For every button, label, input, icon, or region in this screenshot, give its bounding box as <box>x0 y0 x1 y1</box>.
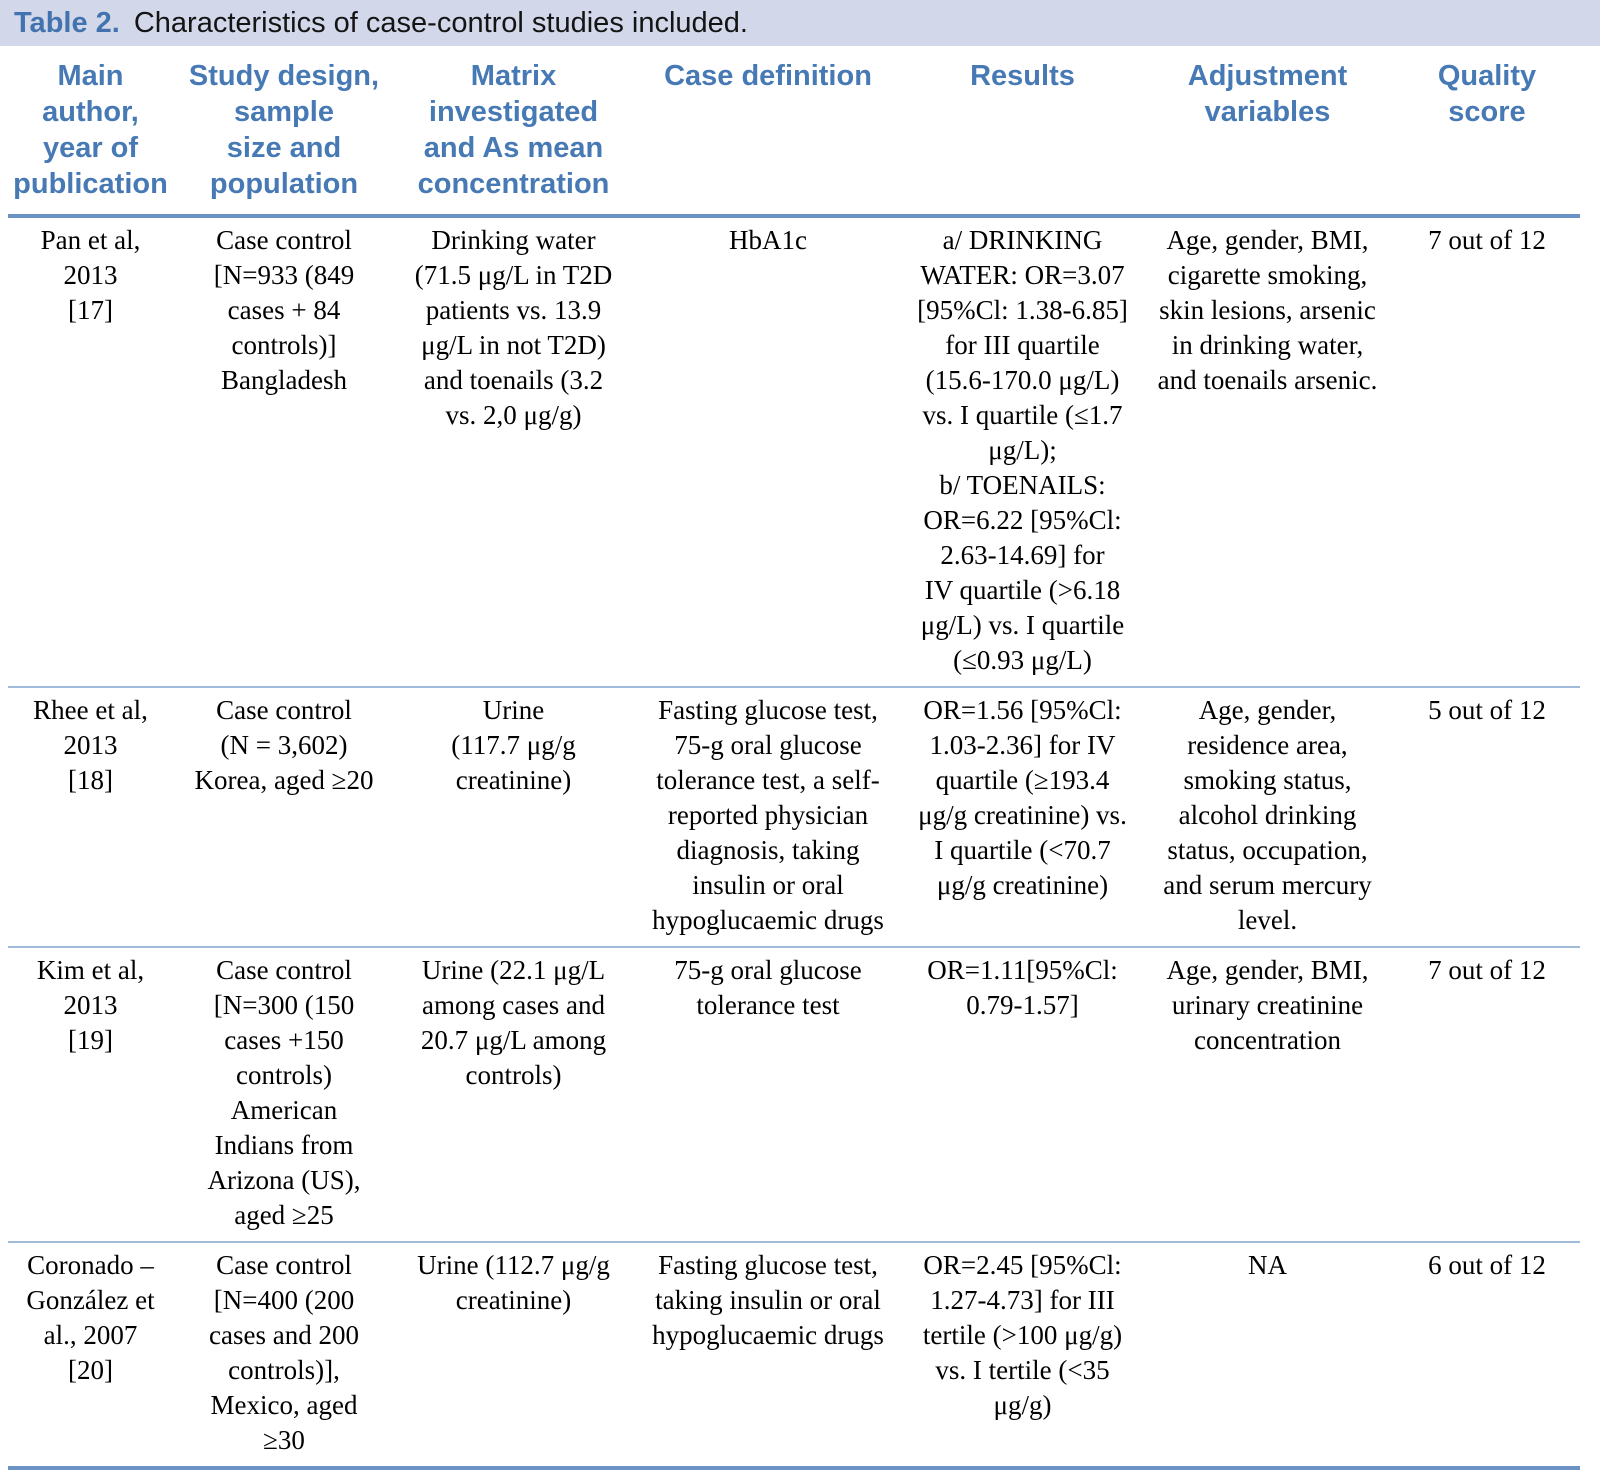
col-header-matrix: Matrix investigated and As mean concentr… <box>417 60 610 200</box>
results-cell: OR=1.11[95%Cl: 0.79-1.57] <box>927 955 1118 1020</box>
case-definition-cell: HbA1c <box>729 225 807 255</box>
col-header-case-definition: Case definition <box>664 60 872 92</box>
matrix-cell: Urine (117.7 μg/g creatinine) <box>451 695 576 795</box>
design-cell: Case control [N=933 (849 cases + 84 cont… <box>213 225 355 395</box>
adjustment-cell: NA <box>1248 1250 1287 1280</box>
matrix-cell: Urine (22.1 μg/L among cases and 20.7 μg… <box>420 955 607 1090</box>
author-cell: Rhee et al, 2013 [18] <box>33 695 148 795</box>
results-cell: OR=1.56 [95%Cl: 1.03-2.36] for IV quarti… <box>918 695 1127 900</box>
design-cell: Case control (N = 3,602) Korea, aged ≥20 <box>194 695 374 795</box>
quality-score-cell: 6 out of 12 <box>1428 1250 1546 1280</box>
adjustment-cell: Age, gender, BMI, cigarette smoking, ski… <box>1157 225 1378 395</box>
adjustment-cell: Age, gender, BMI, urinary creatinine con… <box>1166 955 1369 1055</box>
case-definition-cell: Fasting glucose test, taking insulin or … <box>652 1250 884 1350</box>
table-row: Rhee et al, 2013 [18] Case control (N = … <box>8 688 1580 948</box>
design-cell: Case control [N=400 (200 cases and 200 c… <box>209 1250 359 1455</box>
table-row: Pan et al, 2013 [17] Case control [N=933… <box>8 218 1580 688</box>
author-cell: Kim et al, 2013 [19] <box>36 955 145 1055</box>
author-cell: Pan et al, 2013 [17] <box>40 225 141 325</box>
table-row: Coronado – González et al., 2007 [20] Ca… <box>8 1243 1580 1470</box>
case-definition-cell: Fasting glucose test, 75-g oral glucose … <box>652 695 884 935</box>
table-caption: Table 2. Characteristics of case-control… <box>0 0 1600 46</box>
design-cell: Case control [N=300 (150 cases +150 cont… <box>207 955 361 1230</box>
results-cell: a/ DRINKING WATER: OR=3.07 [95%Cl: 1.38-… <box>917 225 1128 675</box>
col-header-results: Results <box>970 60 1075 92</box>
author-cell: Coronado – González et al., 2007 [20] <box>26 1250 155 1385</box>
quality-score-cell: 7 out of 12 <box>1428 955 1546 985</box>
col-header-author: Main author, year of publication <box>13 60 168 200</box>
matrix-cell: Drinking water (71.5 μg/L in T2D patient… <box>414 225 613 430</box>
col-header-design: Study design, sample size and population <box>188 60 380 200</box>
col-header-adjustment: Adjustment variables <box>1187 60 1348 128</box>
table-caption-label: Table 2. <box>14 6 120 39</box>
matrix-cell: Urine (112.7 μg/g creatinine) <box>417 1250 610 1315</box>
col-header-quality: Quality score <box>1437 60 1537 128</box>
table-caption-text: Characteristics of case-control studies … <box>133 6 748 39</box>
studies-table: Main author, year of publication Study d… <box>0 46 1600 1470</box>
case-definition-cell: 75-g oral glucose tolerance test <box>674 955 862 1020</box>
adjustment-cell: Age, gender, residence area, smoking sta… <box>1163 695 1372 935</box>
quality-score-cell: 7 out of 12 <box>1428 225 1546 255</box>
table-row: Kim et al, 2013 [19] Case control [N=300… <box>8 948 1580 1243</box>
quality-score-cell: 5 out of 12 <box>1428 695 1546 725</box>
results-cell: OR=2.45 [95%Cl: 1.27-4.73] for III terti… <box>922 1250 1123 1420</box>
table-header-row: Main author, year of publication Study d… <box>8 46 1580 218</box>
